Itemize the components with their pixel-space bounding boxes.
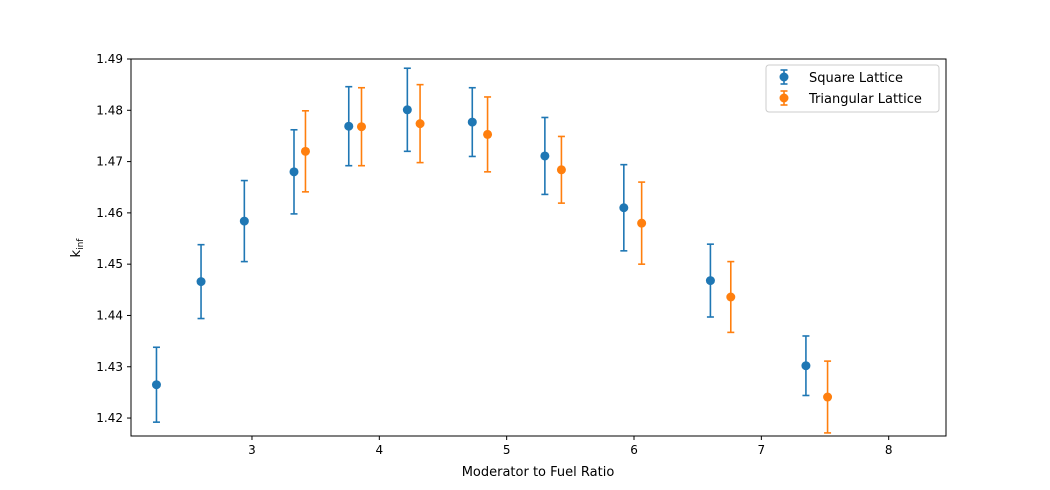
y-tick-label: 1.45 (96, 257, 123, 271)
y-axis-label: kinf (69, 238, 86, 258)
y-tick-label: 1.47 (96, 155, 123, 169)
legend-marker (779, 72, 789, 82)
data-marker (801, 361, 811, 371)
series-0-point-0 (151, 346, 161, 423)
data-marker (637, 218, 647, 228)
data-marker (705, 276, 715, 286)
series-0-point-5 (402, 67, 412, 153)
x-tick-label: 4 (376, 443, 384, 457)
x-tick-label: 6 (630, 443, 638, 457)
y-tick-label: 1.49 (96, 52, 123, 66)
y-tick-label: 1.44 (96, 308, 123, 322)
data-marker (289, 167, 299, 177)
series-1-point-3 (483, 96, 493, 173)
series-0-point-7 (540, 116, 550, 196)
series-0-point-2 (239, 179, 249, 263)
legend-item-0: Square Lattice (779, 69, 903, 86)
series-1-point-2 (415, 83, 425, 164)
data-marker (196, 277, 206, 287)
series-1-point-6 (726, 260, 736, 334)
y-axis-label-sub: inf (76, 238, 86, 250)
data-marker (239, 216, 249, 226)
series-1-point-1 (356, 86, 366, 167)
data-marker (344, 121, 354, 131)
y-tick-label: 1.42 (96, 411, 123, 425)
series-1-point-5 (637, 181, 647, 265)
data-marker (151, 380, 161, 390)
plot-area (151, 67, 833, 434)
data-marker (823, 392, 833, 402)
data-marker (483, 129, 493, 139)
legend: Square Lattice Triangular Lattice (765, 64, 940, 113)
data-marker (556, 165, 566, 175)
axes: 3 4 5 6 7 8 1.42 1.43 1.44 1.45 1.46 1.47 1.48 1.49 (96, 52, 947, 457)
y-tick-label: 1.48 (96, 103, 123, 117)
data-marker (300, 146, 310, 156)
series-0-point-9 (705, 243, 715, 318)
y-tick-label: 1.46 (96, 206, 123, 220)
data-marker (467, 117, 477, 127)
legend-frame (765, 64, 940, 113)
data-marker (619, 203, 629, 213)
data-marker (402, 105, 412, 115)
x-axis-label: Moderator to Fuel Ratio (462, 465, 615, 480)
data-marker (415, 119, 425, 129)
legend-label: Square Lattice (809, 71, 903, 86)
series-1-point-0 (300, 110, 310, 193)
series-0-point-3 (289, 128, 299, 215)
x-tick-label: 5 (503, 443, 511, 457)
x-tick-label: 3 (248, 443, 256, 457)
series-1-point-7 (823, 360, 833, 434)
legend-marker (779, 93, 789, 103)
data-marker (356, 122, 366, 132)
legend-label: Triangular Lattice (808, 92, 922, 107)
legend-item-1: Triangular Lattice (779, 90, 922, 107)
x-tick-label: 7 (758, 443, 766, 457)
series-0-point-10 (801, 335, 811, 397)
series-0-point-1 (196, 243, 206, 320)
series-0-point-6 (467, 86, 477, 158)
data-marker (540, 151, 550, 161)
x-tick-label: 8 (885, 443, 893, 457)
data-marker (726, 292, 736, 302)
series-1-point-4 (556, 135, 566, 204)
y-tick-label: 1.43 (96, 360, 123, 374)
y-axis-label-main: k (69, 249, 84, 257)
series-0-point-8 (619, 163, 629, 252)
axes-frame (130, 58, 947, 437)
series-0-point-4 (344, 85, 354, 167)
